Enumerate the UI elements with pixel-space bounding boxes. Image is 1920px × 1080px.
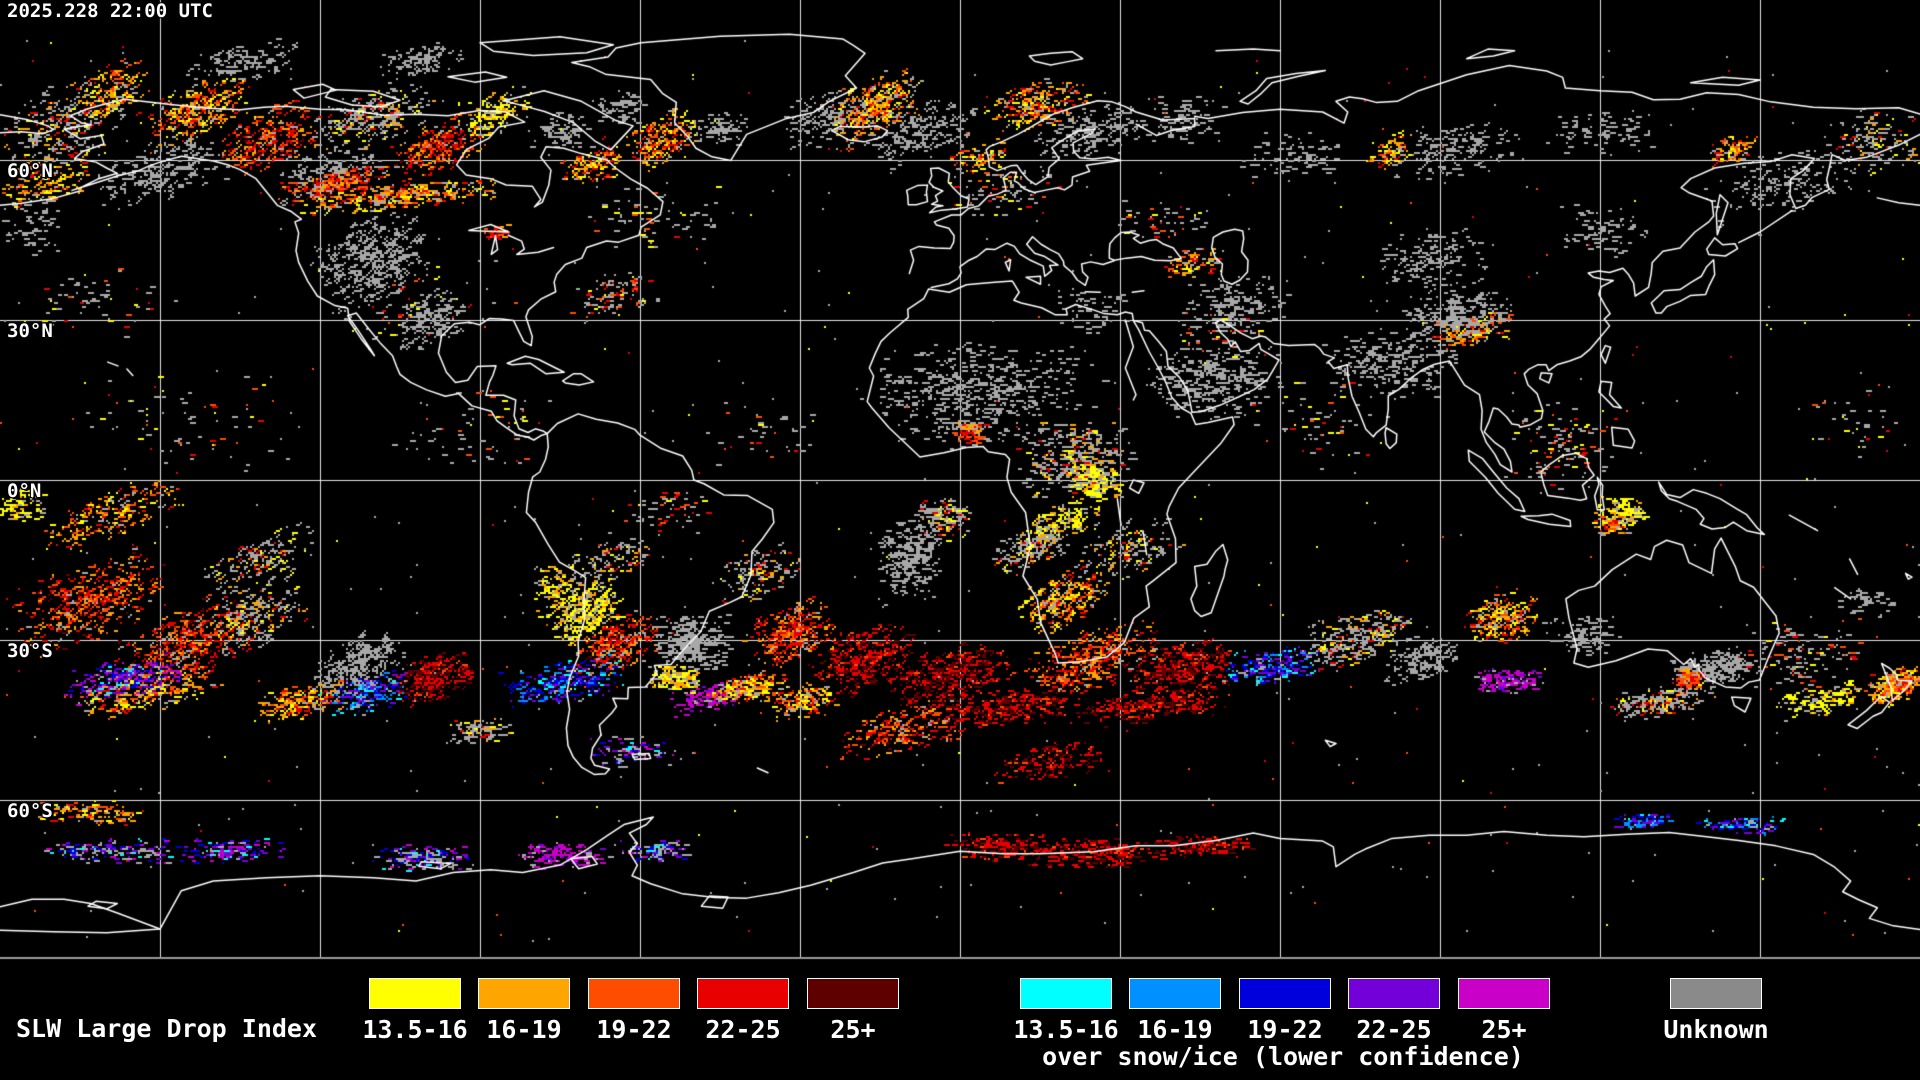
legend-swatch-orangered — [588, 978, 680, 1009]
legend-item-label: 13.5-16 — [362, 1015, 468, 1044]
lat-label-60s: 60°S — [7, 800, 53, 822]
legend-item-label: 16-19 — [486, 1015, 562, 1044]
legend-item-label: 13.5-16 — [1013, 1015, 1119, 1044]
timestamp-label: 2025.228 22:00 UTC — [7, 0, 213, 22]
legend-swatch-magenta — [1458, 978, 1550, 1009]
legend-item-label: 19-22 — [1247, 1015, 1323, 1044]
legend-item-label: 16-19 — [1137, 1015, 1213, 1044]
legend-item-warm-4: 22-25 — [691, 978, 795, 1044]
lat-label-60n: 60°N — [7, 160, 53, 182]
legend-item-cool-4: 22-25 — [1342, 978, 1446, 1044]
legend-swatch-yellow — [369, 978, 461, 1009]
legend-cool-caption: over snow/ice (lower confidence) — [1042, 1042, 1524, 1071]
legend-item-label: 25+ — [830, 1015, 876, 1044]
legend-swatch-purple — [1348, 978, 1440, 1009]
legend-item-warm-2: 16-19 — [472, 978, 576, 1044]
legend-item-cool-1: 13.5-16 — [1013, 978, 1119, 1044]
legend-swatch-cyan — [1020, 978, 1112, 1009]
legend-item-label: 19-22 — [596, 1015, 672, 1044]
legend-item-label: 22-25 — [705, 1015, 781, 1044]
lat-label-30s: 30°S — [7, 640, 53, 662]
legend-item-label: 22-25 — [1356, 1015, 1432, 1044]
legend-item-cool-2: 16-19 — [1123, 978, 1227, 1044]
legend-swatch-red — [697, 978, 789, 1009]
legend-item-label: 25+ — [1481, 1015, 1527, 1044]
lat-label-0n: 0°N — [7, 480, 42, 502]
legend-swatch-gray — [1670, 978, 1762, 1009]
legend-swatch-azure — [1129, 978, 1221, 1009]
legend-item-warm-3: 19-22 — [582, 978, 686, 1044]
legend-item-unknown: Unknown — [1663, 978, 1769, 1044]
legend-item-cool-5: 25+ — [1452, 978, 1556, 1044]
lat-label-30n: 30°N — [7, 320, 53, 342]
legend-swatch-orange — [478, 978, 570, 1009]
legend-swatch-blue — [1239, 978, 1331, 1009]
legend-title: SLW Large Drop Index — [16, 1014, 318, 1043]
legend-item-label: Unknown — [1663, 1015, 1769, 1044]
legend-item-cool-3: 19-22 — [1233, 978, 1337, 1044]
legend-item-warm-1: 13.5-16 — [362, 978, 468, 1044]
legend-item-warm-5: 25+ — [801, 978, 905, 1044]
legend-swatch-darkred — [807, 978, 899, 1009]
